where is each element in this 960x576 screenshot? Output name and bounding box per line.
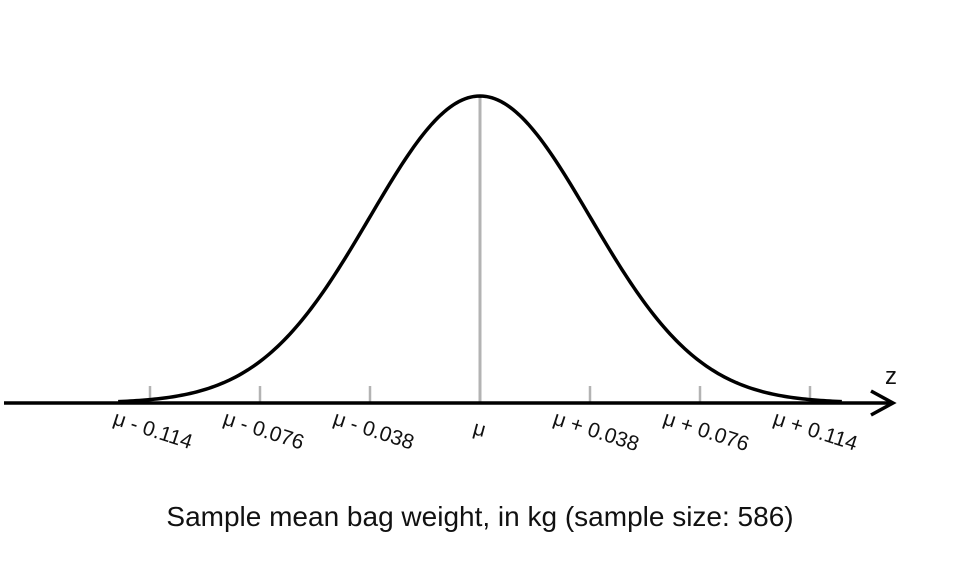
x-tick-label: μ + 0.114 [770, 407, 860, 456]
x-axis-title: Sample mean bag weight, in kg (sample si… [166, 501, 793, 532]
x-tick-label: μ + 0.076 [660, 407, 751, 456]
axis-letter-z: z [885, 363, 897, 390]
x-tick-label: μ + 0.038 [550, 407, 641, 456]
x-tick-label: μ [471, 417, 489, 442]
x-tick-label: μ - 0.038 [330, 407, 416, 455]
x-tick-label: μ - 0.076 [220, 407, 306, 455]
x-tick-label: μ - 0.114 [110, 407, 195, 454]
normal-density-curve [118, 94, 842, 404]
x-axis-arrowhead [870, 389, 897, 417]
tick-labels: μ - 0.114 μ - 0.076 μ - 0.038 μ μ + 0.038 μ +… [110, 407, 860, 456]
